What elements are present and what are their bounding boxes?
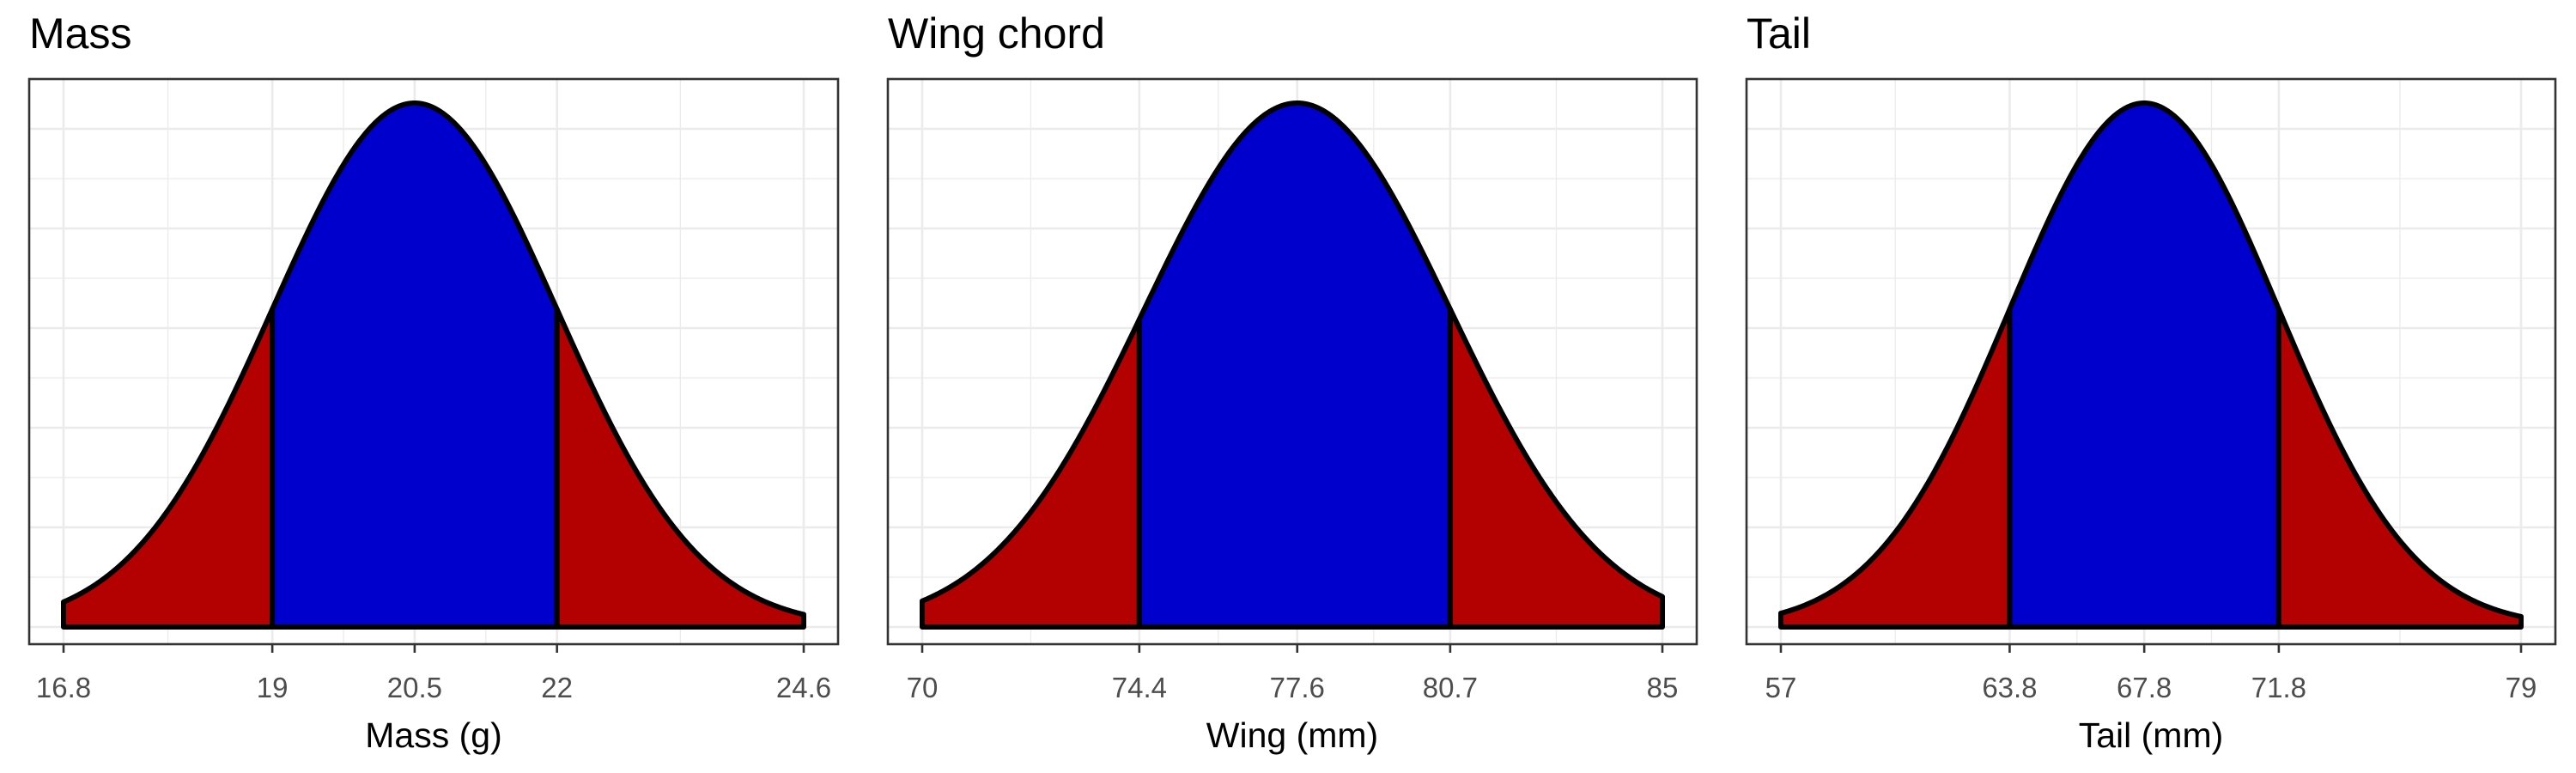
x-axis-title: Mass (g): [365, 715, 501, 755]
x-tick-label: 22: [541, 672, 573, 703]
plot-mass: 16.8 19 20.5 22 24.6 Mass (g): [27, 77, 840, 755]
x-tick-label: 70: [907, 672, 939, 703]
x-tick-label: 24.6: [776, 672, 831, 703]
lower-tail-area: [920, 316, 1142, 630]
upper-tail-area: [554, 307, 806, 630]
central-interval-area: [2007, 100, 2281, 630]
x-tick-label: 74.4: [1112, 672, 1167, 703]
panel-title: Wing chord: [888, 9, 1105, 58]
central-interval-area: [1136, 100, 1453, 630]
upper-tail-area: [1447, 307, 1665, 630]
plot-border: [1745, 77, 2557, 646]
plot-tail: 57 63.8 67.8 71.8 79 Tail (mm): [1745, 77, 2557, 755]
x-tick-label: 80.7: [1423, 672, 1478, 703]
x-tick-label: 63.8: [1982, 672, 2037, 703]
x-tick-label: 16.8: [36, 672, 91, 703]
x-tick-label: 19: [257, 672, 289, 703]
plot-border: [886, 77, 1698, 646]
x-tick-label: 20.5: [387, 672, 442, 703]
x-tick-label: 71.8: [2251, 672, 2306, 703]
plot-border: [27, 77, 840, 646]
x-tick-label: 85: [1647, 672, 1679, 703]
panel-tail: Tail 57 63.8 67.8 71.8 79 Tail (mm): [1717, 0, 2576, 773]
central-interval-area: [270, 100, 560, 630]
plot-wing: 70 74.4 77.6 80.7 85 Wing (mm): [886, 77, 1698, 755]
panel-wing: Wing chord 70 74.4 77.6 80.7 85 Wing (mm): [859, 0, 1717, 773]
x-tick-label: 79: [2506, 672, 2537, 703]
panel-mass: Mass 16.8 19 20.5 22 24.6 Mass (g): [0, 0, 859, 773]
lower-tail-area: [61, 307, 276, 630]
x-tick-label: 67.8: [2117, 672, 2172, 703]
panel-title: Mass: [29, 9, 132, 58]
x-tick-label: 77.6: [1270, 672, 1325, 703]
x-tick-label: 57: [1765, 672, 1797, 703]
x-axis-title: Wing (mm): [1206, 715, 1378, 755]
lower-tail-area: [1778, 307, 2013, 630]
upper-tail-area: [2275, 307, 2524, 630]
panel-title: Tail: [1747, 9, 1812, 58]
x-axis-title: Tail (mm): [2079, 715, 2224, 755]
